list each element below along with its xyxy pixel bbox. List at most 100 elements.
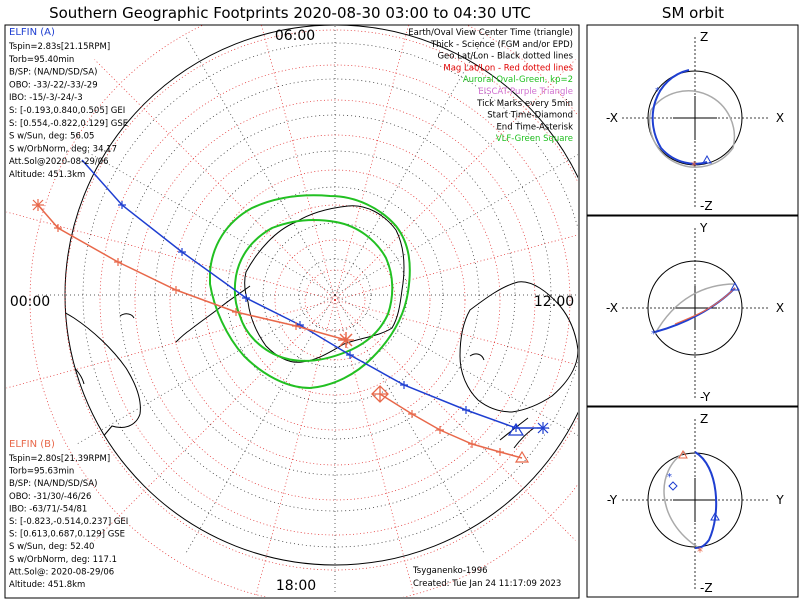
elfin-b-tick — [232, 308, 240, 316]
legend-item: Thick - Science (FGM and/or EPD) — [430, 40, 573, 50]
elfin-b-info: ELFIN (B) Tspin=2.80s[21.39RPM] Torb=95.6… — [8, 439, 128, 590]
legend-item: Auroral Oval-Green, kp=2 — [463, 75, 573, 85]
elfin-a-info-line: Torb=95.40min — [8, 55, 74, 65]
elfin-b-info-line: S: [0.613,0.687,0.129] GSE — [9, 530, 125, 540]
sm1-red-asterisk: * — [691, 159, 697, 173]
elfin-a-end-asterisk — [537, 422, 549, 434]
elfin-b-lines: Tspin=2.80s[21.39RPM] Torb=95.63min B/SP: … — [8, 454, 128, 590]
clock-label-right: 12:00 — [534, 294, 574, 310]
geo-lon-line — [75, 294, 336, 446]
elfin-a-info-line: B/SP: (NA/ND/SD/SA) — [9, 68, 97, 78]
auroral-oval — [209, 194, 411, 390]
sm-panel-2: Y -Y -X X — [586, 215, 799, 407]
mag-lat-ring — [169, 134, 501, 466]
mag-lon-line — [334, 299, 578, 366]
sm3-triangle-red — [678, 449, 688, 459]
elfin-a-info-line: Altitude: 451.3km — [9, 170, 85, 180]
geo-lon-line — [334, 154, 578, 296]
mag-lat-ring — [239, 204, 431, 396]
legend-item: Mag Lat/Lon - Red dotted lines — [443, 63, 573, 73]
legend-item: Geo Lat/Lon - Black dotted lines — [437, 52, 573, 62]
elfin-b-title: ELFIN (B) — [9, 439, 55, 450]
auroral-oval-outer — [209, 194, 411, 390]
mag-lon-line — [255, 299, 336, 597]
mag-lon-line — [334, 299, 576, 541]
elfin-b-start-diamond — [371, 385, 389, 403]
elfin-b-info-line: S w/Sun, deg: 52.40 — [9, 542, 94, 552]
elfin-b-info-line: OBO: -31/30/-46/26 — [9, 492, 91, 502]
legend-item: End Time-Asterisk — [496, 122, 573, 132]
sm3-orbit-gray — [663, 451, 700, 549]
clock-label-bottom: 18:00 — [276, 578, 316, 594]
elfin-b-track-upper — [37, 204, 347, 341]
geo-lon-line — [184, 35, 336, 296]
sm-label-left: -X — [606, 301, 618, 315]
sm3-triangle-blue — [710, 511, 720, 521]
map-panel-frame — [4, 24, 580, 599]
sm-panel-1: Z -Z -X X — [586, 24, 799, 216]
elfin-a-tick — [400, 381, 408, 389]
sm3-red-asterisk: * — [697, 545, 703, 559]
elfin-b-tick — [292, 322, 300, 330]
main-title: Southern Geographic Footprints 2020-08-3… — [49, 4, 531, 22]
elfin-b-tick — [468, 440, 476, 448]
clock-label-left: 00:00 — [10, 294, 50, 310]
elfin-b-info-line: Torb=95.63min — [8, 467, 74, 477]
sm2-triangle — [730, 281, 740, 291]
geo-lon-line — [334, 294, 578, 436]
sm-panel-frame — [586, 406, 799, 598]
mag-lon-line — [6, 211, 336, 301]
elfin-b-info-line: S w/OrbNorm, deg: 117.1 — [9, 555, 117, 565]
sm-label-top: Z — [700, 412, 708, 426]
sm-label-left: -X — [606, 111, 618, 125]
geo-lon-line — [334, 35, 486, 296]
elfin-b-tick — [172, 286, 180, 294]
sm-panel-frame — [586, 24, 799, 216]
elfin-a-info-line: S w/OrbNorm, deg: 34.17 — [9, 144, 117, 154]
satellite-tracks — [32, 159, 549, 463]
antarctic-peninsula — [175, 285, 251, 343]
sm3-diamond — [668, 481, 678, 491]
mag-lat-ring — [274, 239, 396, 361]
elfin-b-info-line: Att.Sol@: 2020-08-29/06 — [9, 567, 114, 577]
mag-lon-line — [94, 59, 336, 301]
australia — [459, 281, 578, 413]
geo-lon-line — [184, 294, 336, 555]
elfin-b-info-line: B/SP: (NA/ND/SD/SA) — [9, 479, 97, 489]
legend-item: Start Time-Diamond — [487, 111, 573, 121]
sm2-asterisk: * — [651, 329, 656, 340]
elfin-a-info-line: S: [0.554,-0.822,0.129] GSE — [9, 119, 128, 129]
sm-label-bottom: -Z — [700, 199, 713, 213]
continents — [65, 167, 578, 479]
map-area — [6, 25, 578, 597]
elfin-a-view-triangle — [507, 422, 525, 436]
elfin-a-tick — [242, 294, 250, 302]
elfin-a-info-line: S: [-0.193,0.840,0.505] GEI — [9, 106, 125, 116]
elfin-b-info-line: IBO: -63/71/-54/81 — [9, 504, 87, 514]
sm-label-top: Z — [700, 30, 708, 44]
auroral-oval-inner — [233, 219, 394, 362]
mag-lat-ring — [134, 99, 536, 501]
elfin-b-tick — [408, 410, 416, 418]
elfin-b-tick — [114, 258, 122, 266]
mag-lat-ring — [204, 169, 466, 431]
elfin-a-info-line: IBO: -15/-3/-24/-3 — [9, 93, 83, 103]
elfin-a-track — [81, 159, 543, 429]
mag-lon-line — [260, 25, 336, 301]
elfin-a-info-line: OBO: -33/-22/-33/-29 — [9, 80, 98, 90]
sm1-orbit-blue — [651, 69, 708, 165]
clock-label-top: 06:00 — [275, 28, 315, 44]
sm2-orbit-gray — [654, 283, 736, 335]
elfin-b-info-line: S: [-0.823,-0.514,0.237] GEI — [9, 517, 128, 527]
sm-label-right: X — [776, 301, 784, 315]
legend-item: Earth/Oval View Center Time (triangle) — [408, 28, 573, 38]
credit-created: Created: Tue Jan 24 11:17:09 2023 — [413, 579, 561, 589]
sm-earth-circle — [647, 70, 743, 166]
sm-panel-frame — [586, 215, 799, 407]
elfin-a-info-line: Att.Sol@2020-08-29/06 — [9, 157, 109, 167]
sm-earth-circle — [647, 260, 743, 356]
elfin-a-tick — [178, 248, 186, 256]
sm-label-right: Y — [775, 493, 784, 507]
mag-lon-line — [334, 299, 415, 597]
